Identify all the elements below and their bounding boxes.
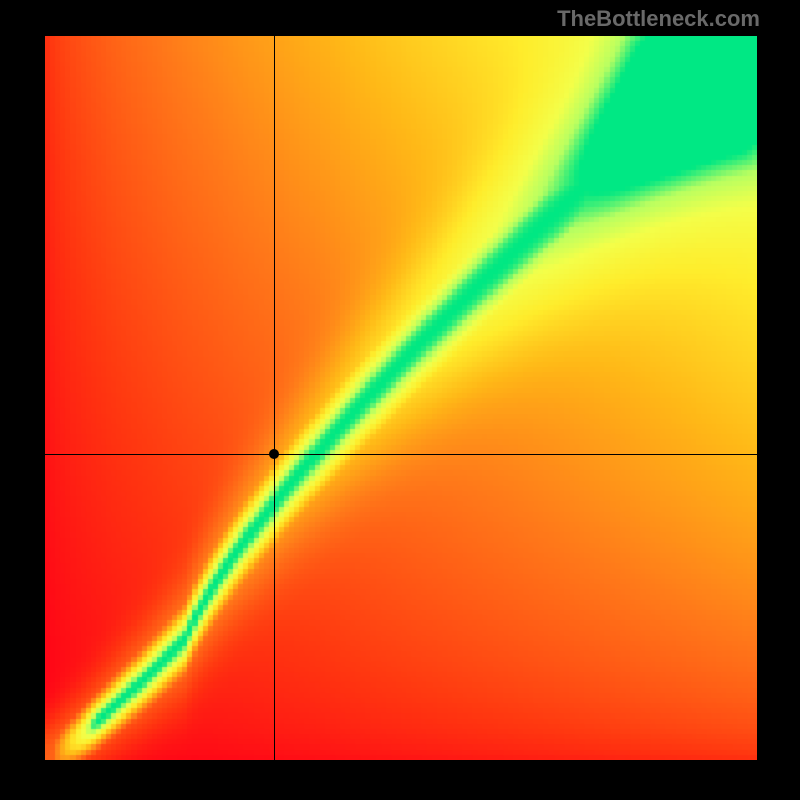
crosshair-vertical bbox=[274, 36, 275, 760]
heatmap-plot bbox=[45, 36, 757, 760]
crosshair-marker bbox=[269, 449, 279, 459]
crosshair-horizontal bbox=[45, 454, 757, 455]
watermark-text: TheBottleneck.com bbox=[557, 6, 760, 32]
heatmap-canvas bbox=[45, 36, 757, 760]
